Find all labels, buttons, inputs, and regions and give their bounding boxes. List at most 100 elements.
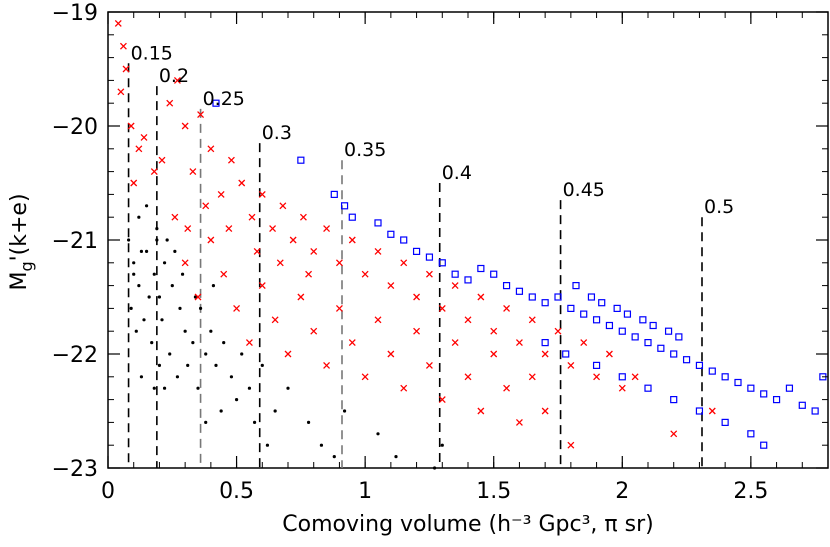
red-cross-point <box>181 122 189 130</box>
red-cross-point <box>140 133 148 141</box>
plot-frame <box>107 11 829 469</box>
red-cross-point <box>503 384 511 392</box>
red-cross-point <box>361 373 369 381</box>
redshift-label: 0.15 <box>131 42 173 64</box>
blue-square-point <box>760 441 768 449</box>
black-dot-point <box>162 386 167 390</box>
red-cross-point <box>217 190 225 198</box>
red-cross-point <box>166 99 174 107</box>
blue-square-point <box>670 396 678 404</box>
blue-square-point <box>734 378 742 387</box>
black-dot-point <box>234 398 239 402</box>
blue-square-point <box>664 327 673 335</box>
black-dot-point <box>376 432 380 436</box>
red-cross-point <box>127 122 135 130</box>
red-cross-point <box>348 339 356 347</box>
red-cross-point <box>567 361 575 369</box>
blue-square-point <box>374 219 382 227</box>
red-cross-point <box>245 339 253 347</box>
x-tick-label: 0 <box>101 479 115 504</box>
black-dot-point <box>132 261 136 265</box>
black-dot-point <box>162 261 167 265</box>
black-dot-point <box>306 420 311 424</box>
blue-square-point <box>425 253 434 261</box>
black-dot-point <box>240 352 244 356</box>
redshift-label: 0.35 <box>344 139 386 161</box>
red-cross-point <box>387 350 395 358</box>
red-cross-point <box>323 361 331 369</box>
red-cross-point <box>554 327 562 335</box>
black-dot-point <box>432 466 437 470</box>
black-dot-point <box>332 455 336 459</box>
black-dot-point <box>142 318 146 322</box>
blue-square-point <box>747 384 755 392</box>
black-dot-point <box>180 272 185 276</box>
blue-square-point <box>587 293 596 301</box>
red-cross-point <box>361 270 369 278</box>
red-cross-point <box>279 202 287 210</box>
black-dot-point <box>440 443 444 447</box>
black-dot-point <box>155 227 159 231</box>
blue-square-point <box>649 321 657 330</box>
ticks-layer <box>107 11 829 469</box>
blue-square-point <box>708 367 716 375</box>
red-cross-point <box>335 259 343 267</box>
black-dot-point <box>126 238 131 242</box>
black-dot-point <box>214 363 218 367</box>
red-cross-point <box>207 236 215 244</box>
black-dot-point <box>247 386 252 390</box>
black-dot-point <box>157 295 162 299</box>
red-cross-point <box>202 202 210 210</box>
red-cross-point <box>528 373 536 381</box>
black-dot-point <box>198 306 203 310</box>
blue-square-point <box>721 418 729 426</box>
red-cross-point <box>289 236 297 244</box>
red-cross-point <box>310 327 318 335</box>
black-dot-point <box>165 238 169 242</box>
red-cross-point <box>425 361 433 369</box>
red-cross-point <box>335 304 343 312</box>
blue-square-point <box>477 264 485 273</box>
red-cross-point <box>305 270 313 278</box>
red-cross-point <box>400 384 408 392</box>
black-dot-point <box>342 409 347 413</box>
black-dot-point <box>170 284 174 288</box>
black-dot-point <box>196 386 200 390</box>
red-cross-point <box>348 236 356 244</box>
red-cross-point <box>189 168 197 176</box>
y-tick-label: −22 <box>52 343 98 368</box>
red-cross-point <box>207 145 215 153</box>
red-cross-point <box>567 441 575 449</box>
redshift-label: 0.3 <box>262 122 292 144</box>
black-dot-point <box>229 375 234 379</box>
blue-square-point <box>598 299 606 307</box>
red-cross-point <box>269 225 277 233</box>
black-dot-point <box>155 238 159 242</box>
red-cross-point <box>400 259 408 267</box>
red-cross-point <box>464 316 472 324</box>
labels-layer: 0 0.5 1 1.5 2 2.5 −19 −20 −21 −22 −23 0.150.2 0.25 0.… <box>52 1 769 504</box>
red-cross-point <box>130 179 138 187</box>
red-cross-point <box>670 430 678 438</box>
black-dot-point <box>252 420 257 424</box>
red-cross-point <box>150 168 158 176</box>
red-cross-point <box>135 145 143 153</box>
red-cross-point <box>618 384 626 392</box>
red-cross-point <box>194 293 202 301</box>
red-cross-point <box>297 293 305 301</box>
blue-square-point <box>631 333 639 341</box>
redshift-marker-layer <box>127 63 703 468</box>
black-dot-point <box>204 352 208 356</box>
red-cross-point <box>477 407 485 415</box>
blue-square-point <box>785 384 794 392</box>
red-cross-point <box>503 304 511 312</box>
red-cross-point <box>451 282 459 290</box>
blue-square-point <box>613 304 621 312</box>
blue-square-point <box>297 156 305 164</box>
y-axis-title: Mg'(k+e) <box>7 193 36 290</box>
black-dot-point <box>152 272 156 276</box>
x-tick-label: 1 <box>358 479 372 504</box>
red-cross-point <box>184 225 192 233</box>
red-cross-point <box>515 339 523 347</box>
red-cross-point <box>605 350 613 358</box>
